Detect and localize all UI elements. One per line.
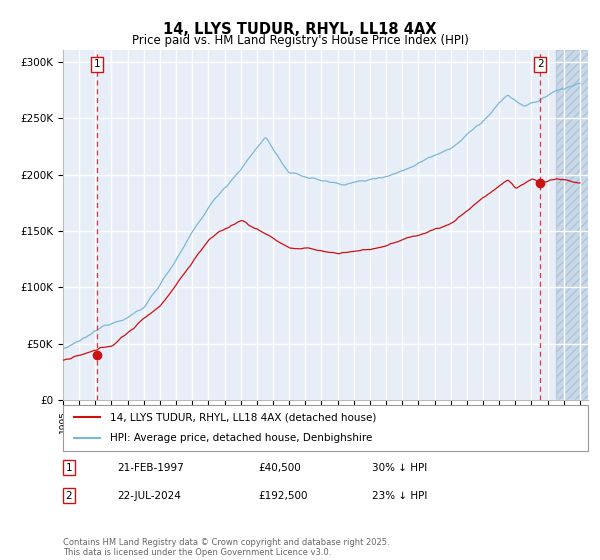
Text: 1: 1	[94, 59, 101, 69]
Text: £192,500: £192,500	[258, 491, 308, 501]
Text: Price paid vs. HM Land Registry's House Price Index (HPI): Price paid vs. HM Land Registry's House …	[131, 34, 469, 46]
Text: 30% ↓ HPI: 30% ↓ HPI	[372, 463, 427, 473]
Text: Contains HM Land Registry data © Crown copyright and database right 2025.
This d: Contains HM Land Registry data © Crown c…	[63, 538, 389, 557]
Text: 22-JUL-2024: 22-JUL-2024	[117, 491, 181, 501]
Text: £40,500: £40,500	[258, 463, 301, 473]
FancyBboxPatch shape	[63, 405, 588, 451]
Text: 1: 1	[65, 463, 73, 473]
Bar	[556, 50, 588, 400]
Text: 21-FEB-1997: 21-FEB-1997	[117, 463, 184, 473]
Bar	[556, 50, 588, 400]
Text: HPI: Average price, detached house, Denbighshire: HPI: Average price, detached house, Denb…	[110, 433, 373, 444]
Text: 2: 2	[65, 491, 73, 501]
Text: 14, LLYS TUDUR, RHYL, LL18 4AX: 14, LLYS TUDUR, RHYL, LL18 4AX	[163, 22, 437, 38]
Text: 2: 2	[537, 59, 544, 69]
Text: 23% ↓ HPI: 23% ↓ HPI	[372, 491, 427, 501]
Text: 14, LLYS TUDUR, RHYL, LL18 4AX (detached house): 14, LLYS TUDUR, RHYL, LL18 4AX (detached…	[110, 412, 377, 422]
